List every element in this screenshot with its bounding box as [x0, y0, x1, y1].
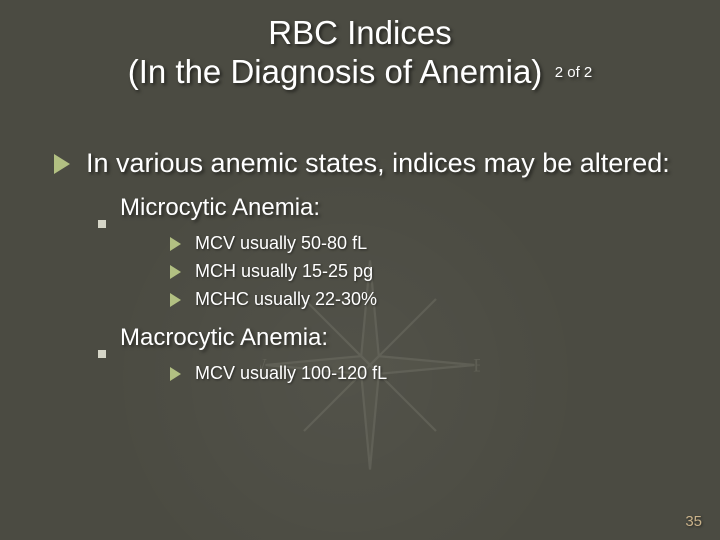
bullet-level-3: MCHC usually 22-30%	[168, 287, 680, 312]
triangle-bullet-icon	[168, 235, 183, 253]
page-counter: 2 of 2	[555, 64, 593, 81]
slide-title: RBC Indices (In the Diagnosis of Anemia)…	[40, 14, 680, 92]
bullet-level-3: MCH usually 15-25 pg	[168, 259, 680, 284]
l1-text: In various anemic states, indices may be…	[86, 146, 670, 181]
l3-text: MCV usually 50-80 fL	[195, 231, 367, 256]
title-line-1: RBC Indices	[40, 14, 680, 53]
bullet-level-2: Macrocytic Anemia:	[98, 322, 680, 354]
square-bullet-icon	[98, 335, 106, 343]
square-bullet-icon	[98, 205, 106, 213]
title-line-2: (In the Diagnosis of Anemia)	[128, 53, 543, 90]
bullet-level-2: Microcytic Anemia:	[98, 192, 680, 224]
l3-text: MCH usually 15-25 pg	[195, 259, 373, 284]
triangle-bullet-icon	[168, 291, 183, 309]
slide: RBC Indices (In the Diagnosis of Anemia)…	[0, 0, 720, 540]
triangle-bullet-icon	[168, 263, 183, 281]
l3-text: MCHC usually 22-30%	[195, 287, 377, 312]
bullet-level-3: MCV usually 50-80 fL	[168, 231, 680, 256]
l3-text: MCV usually 100-120 fL	[195, 361, 387, 386]
bullet-level-3: MCV usually 100-120 fL	[168, 361, 680, 386]
triangle-bullet-icon	[52, 152, 72, 176]
triangle-bullet-icon	[168, 365, 183, 383]
bullet-level-1: In various anemic states, indices may be…	[52, 146, 680, 181]
l2-heading: Microcytic Anemia:	[120, 192, 320, 224]
l2-heading: Macrocytic Anemia:	[120, 322, 328, 354]
slide-number: 35	[685, 513, 702, 530]
title-line-2-row: (In the Diagnosis of Anemia) 2 of 2	[40, 53, 680, 92]
